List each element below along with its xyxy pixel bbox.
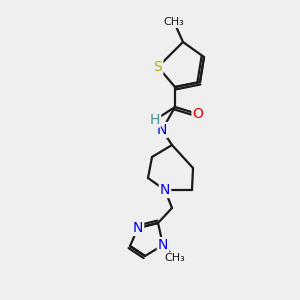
Text: O: O (193, 107, 203, 121)
Text: N: N (157, 123, 167, 137)
Text: N: N (158, 238, 168, 252)
Text: N: N (160, 183, 170, 197)
Text: S: S (154, 60, 162, 74)
Text: H: H (150, 113, 160, 127)
Text: CH₃: CH₃ (164, 17, 184, 27)
Text: CH₃: CH₃ (165, 253, 185, 263)
Text: N: N (133, 221, 143, 235)
Text: H: H (150, 113, 160, 127)
